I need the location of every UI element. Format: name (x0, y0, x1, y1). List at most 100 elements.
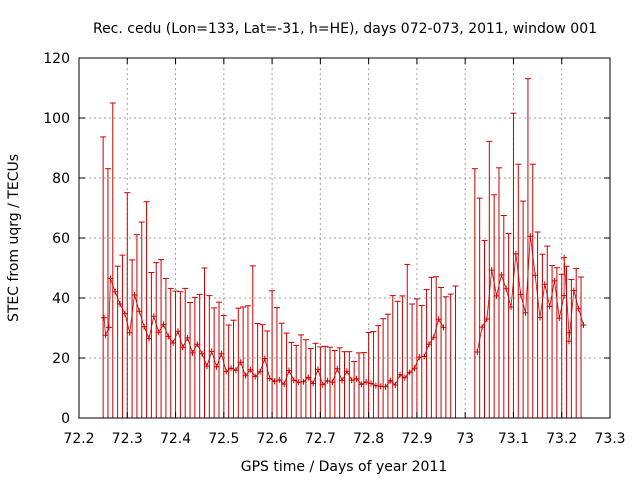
data-point (382, 383, 389, 390)
data-point (155, 329, 162, 336)
data-point (150, 313, 157, 320)
x-tick-label: 72.9 (401, 431, 432, 447)
data-point (213, 363, 220, 370)
data-point (199, 350, 206, 357)
data-point (145, 335, 152, 342)
data-point (372, 382, 379, 389)
data-point (257, 368, 264, 375)
data-point (570, 287, 577, 294)
data-point (276, 376, 283, 383)
data-point (575, 305, 582, 312)
x-tick-label: 72.4 (160, 431, 191, 447)
data-point (541, 281, 548, 288)
data-point (522, 309, 529, 316)
data-point (353, 375, 360, 382)
data-point (281, 381, 288, 388)
data-point (358, 381, 365, 388)
y-tick-label: 40 (52, 291, 70, 307)
data-point (392, 382, 399, 388)
data-point (141, 323, 148, 330)
y-tick-label: 100 (43, 111, 70, 127)
data-point (232, 367, 239, 374)
data-point (170, 340, 177, 346)
data-point (556, 315, 563, 322)
data-point (184, 334, 191, 341)
data-point (503, 285, 510, 292)
data-point (329, 379, 336, 386)
data-point (290, 377, 297, 384)
data-point (271, 378, 278, 385)
data-point (305, 374, 312, 381)
data-point (160, 321, 167, 328)
y-tick-label: 120 (43, 51, 70, 67)
x-axis-label: GPS time / Days of year 2011 (241, 459, 448, 475)
data-point (561, 292, 568, 299)
data-point (397, 371, 404, 378)
data-point (435, 316, 442, 323)
data-point (102, 332, 109, 339)
data-point (546, 303, 553, 310)
data-point (421, 353, 428, 360)
data-point (401, 374, 408, 381)
data-point (194, 341, 201, 348)
x-tick-label: 73.3 (594, 431, 625, 447)
data-point (532, 272, 539, 279)
data-point (242, 372, 249, 379)
y-tick-label: 20 (52, 351, 70, 367)
data-point (363, 379, 370, 385)
data-point (565, 329, 572, 336)
data-point (261, 355, 268, 362)
data-point (493, 292, 500, 299)
data-point (440, 324, 447, 331)
data-point (189, 349, 196, 356)
data-point (425, 341, 432, 348)
x-tick-label: 72.2 (63, 431, 94, 447)
x-tick-label: 72.3 (112, 431, 143, 447)
y-tick-label: 0 (61, 411, 70, 427)
y-axis-label: STEC from uqrg / TECUs (6, 154, 22, 322)
data-point (165, 333, 172, 340)
data-point (551, 277, 558, 284)
data-point (174, 328, 181, 335)
data-point (247, 366, 254, 373)
data-point (387, 377, 394, 384)
data-point (121, 310, 128, 317)
data-point (208, 348, 215, 355)
x-tick-label: 73.2 (546, 431, 577, 447)
data-point (285, 367, 292, 374)
data-point (131, 292, 138, 298)
data-point (237, 359, 244, 366)
data-marks (100, 78, 587, 418)
data-point (537, 314, 544, 321)
data-point (300, 378, 307, 385)
x-tick-label: 72.6 (257, 431, 288, 447)
data-point (218, 350, 225, 357)
data-point (105, 324, 112, 331)
trace-line (476, 236, 584, 353)
chart-title: Rec. cedu (Lon=133, Lat=-31, h=HE), days… (93, 21, 597, 37)
data-point (310, 380, 317, 387)
data-point (580, 322, 587, 328)
data-point (508, 304, 515, 310)
x-tick-label: 73 (456, 431, 474, 447)
data-point (377, 383, 384, 390)
data-point (430, 334, 437, 341)
data-point (565, 338, 572, 345)
data-point (101, 314, 108, 321)
data-point (252, 373, 259, 380)
data-point (498, 271, 505, 278)
data-point (517, 291, 524, 298)
axis-ticks: 72.2 72.3 72.4 72.5 72.6 72.7 72.8 72.9 73 73.1 73… (43, 51, 625, 447)
x-tick-label: 72.8 (353, 431, 384, 447)
data-point (483, 316, 490, 322)
data-point (474, 349, 481, 355)
data-point (107, 275, 114, 282)
data-point (339, 377, 346, 384)
data-point (512, 250, 519, 257)
data-point (319, 381, 326, 388)
data-point (223, 368, 230, 375)
data-point (228, 365, 235, 372)
data-point (295, 379, 302, 386)
data-point (266, 375, 273, 382)
data-point (406, 369, 413, 376)
